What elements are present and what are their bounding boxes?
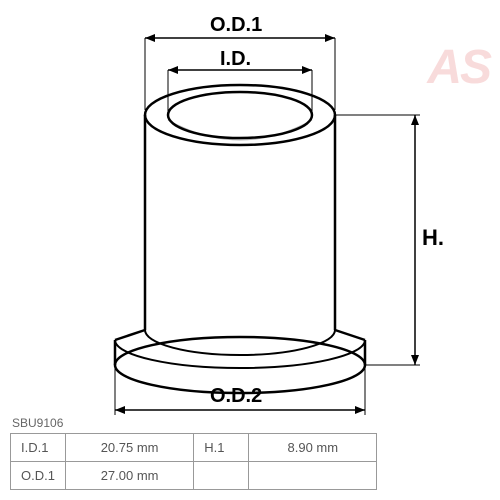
spec-empty-label: [194, 462, 249, 490]
od1-label: O.D.1: [210, 14, 262, 37]
spec-h1-value: 8.90 mm: [249, 434, 377, 462]
od2-label: O.D.2: [210, 385, 262, 408]
part-number-label: SBU9106: [12, 416, 63, 430]
page-container: AS: [0, 0, 500, 500]
table-row: O.D.1 27.00 mm: [11, 462, 377, 490]
specifications-table: I.D.1 20.75 mm H.1 8.90 mm O.D.1 27.00 m…: [10, 433, 377, 490]
spec-od1-value: 27.00 mm: [65, 462, 193, 490]
spec-od1-label: O.D.1: [11, 462, 66, 490]
spec-id1-label: I.D.1: [11, 434, 66, 462]
spec-id1-value: 20.75 mm: [65, 434, 193, 462]
table-row: I.D.1 20.75 mm H.1 8.90 mm: [11, 434, 377, 462]
id-label: I.D.: [220, 48, 251, 71]
bushing-svg: [60, 20, 440, 420]
spec-empty-value: [249, 462, 377, 490]
h-label: H.: [422, 225, 444, 251]
spec-h1-label: H.1: [194, 434, 249, 462]
technical-diagram: O.D.1 I.D. H. O.D.2: [60, 20, 420, 415]
